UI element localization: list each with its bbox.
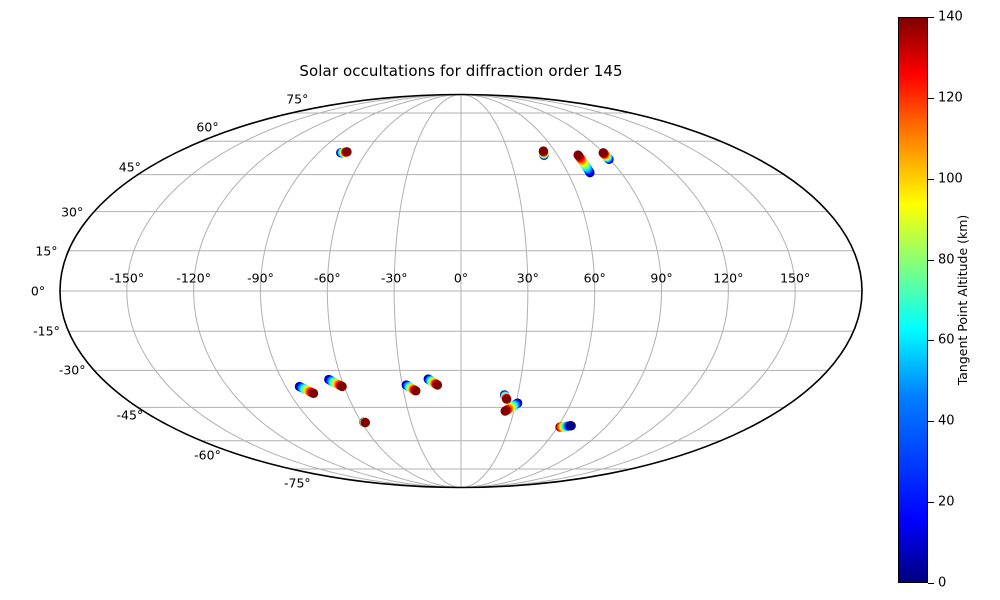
map-boundary (59, 93, 863, 489)
track-4 (598, 148, 614, 165)
lat-tick-label--15: -15° (33, 323, 60, 339)
graticule-meridian--60 (326, 94, 462, 488)
colorbar-ticklabel-40: 40 (938, 413, 955, 429)
lat-tick-label-30: 30° (61, 204, 84, 220)
graticule-meridian-120 (460, 94, 729, 488)
lon-tick-label-150: 150° (780, 270, 811, 286)
data-point (502, 394, 512, 404)
colorbar-tick-60 (928, 340, 934, 342)
lat-tick-label-45: 45° (118, 159, 141, 175)
track-10 (500, 398, 523, 416)
colorbar-tick-0 (928, 583, 934, 584)
data-layer (294, 146, 614, 432)
colorbar-tick-20 (928, 502, 934, 504)
lat-tick-label-60: 60° (196, 119, 219, 135)
colorbar-tick-120 (928, 97, 934, 99)
colorbar-ticklabel-120: 120 (938, 90, 963, 106)
colorbar-gradient (898, 17, 928, 583)
data-point (573, 150, 583, 160)
track-2 (538, 146, 549, 160)
lon-tick-label-120: 120° (713, 270, 744, 286)
colorbar[interactable]: 0 20 40 60 80 100 120 140 (898, 10, 963, 591)
colorbar-ticklabel-0: 0 (938, 575, 947, 591)
colorbar-label: Tangent Point Altitude (km) (955, 214, 970, 386)
lat-tick-label-15: 15° (35, 243, 58, 259)
track-8 (423, 374, 443, 390)
track-3 (573, 150, 595, 178)
colorbar-ticklabel-140: 140 (938, 9, 963, 25)
graticule-meridian-30 (460, 94, 529, 488)
data-point (598, 148, 608, 158)
track-6 (324, 374, 347, 392)
lon-tick-label--90: -90° (247, 270, 274, 286)
lon-tick-label--150: -150° (109, 270, 145, 286)
data-point (411, 386, 421, 396)
colorbar-tick-140 (928, 17, 934, 18)
graticule-meridian-90 (460, 94, 663, 488)
colorbar-ticklabel-60: 60 (938, 332, 955, 348)
lat-tick-label--30: -30° (58, 362, 86, 378)
lat-tick-label-0: 0° (30, 283, 46, 299)
graticule-meridian--90 (259, 94, 462, 488)
colorbar-ticklabel-20: 20 (938, 494, 955, 510)
track-11 (359, 417, 370, 428)
plot-title: Solar occultations for diffraction order… (299, 62, 623, 80)
graticule-meridian-150 (460, 94, 796, 488)
colorbar-ticklabel-80: 80 (938, 252, 955, 268)
lat-tick-label--75: -75° (283, 475, 311, 491)
data-point (432, 380, 443, 390)
colorbar-tick-100 (928, 178, 934, 180)
graticule-meridian--30 (393, 94, 462, 488)
lon-tick-label-60: 60° (583, 270, 606, 286)
data-point (538, 146, 548, 156)
colorbar-tick-40 (928, 421, 934, 423)
track-9 (499, 390, 512, 404)
lon-tick-label-0: 0° (453, 270, 469, 286)
data-point (337, 381, 347, 392)
lon-tick-label--60: -60° (313, 270, 341, 286)
graticule-meridian--120 (193, 94, 462, 488)
colorbar-tick-80 (928, 259, 934, 261)
lon-tick-label--30: -30° (380, 270, 408, 286)
lon-tick-label-90: 90° (650, 270, 673, 286)
track-12 (555, 421, 576, 432)
data-point (360, 417, 370, 428)
lat-tick-label--60: -60° (194, 447, 221, 463)
track-5 (294, 381, 319, 398)
lon-tick-label-30: 30° (516, 270, 539, 286)
data-point (500, 406, 510, 416)
lat-tick-label--45: -45° (116, 407, 144, 423)
data-point (342, 147, 352, 157)
track-1 (336, 147, 352, 158)
graticule (60, 94, 862, 488)
data-point (566, 421, 576, 431)
colorbar-ticklabel-100: 100 (938, 171, 963, 187)
lon-tick-label--120: -120° (176, 270, 211, 286)
data-point (309, 388, 319, 398)
graticule-meridian-60 (460, 94, 596, 488)
track-7 (401, 380, 421, 396)
graticule-meridian--150 (126, 94, 462, 488)
lat-tick-label-75: 75° (286, 91, 309, 107)
